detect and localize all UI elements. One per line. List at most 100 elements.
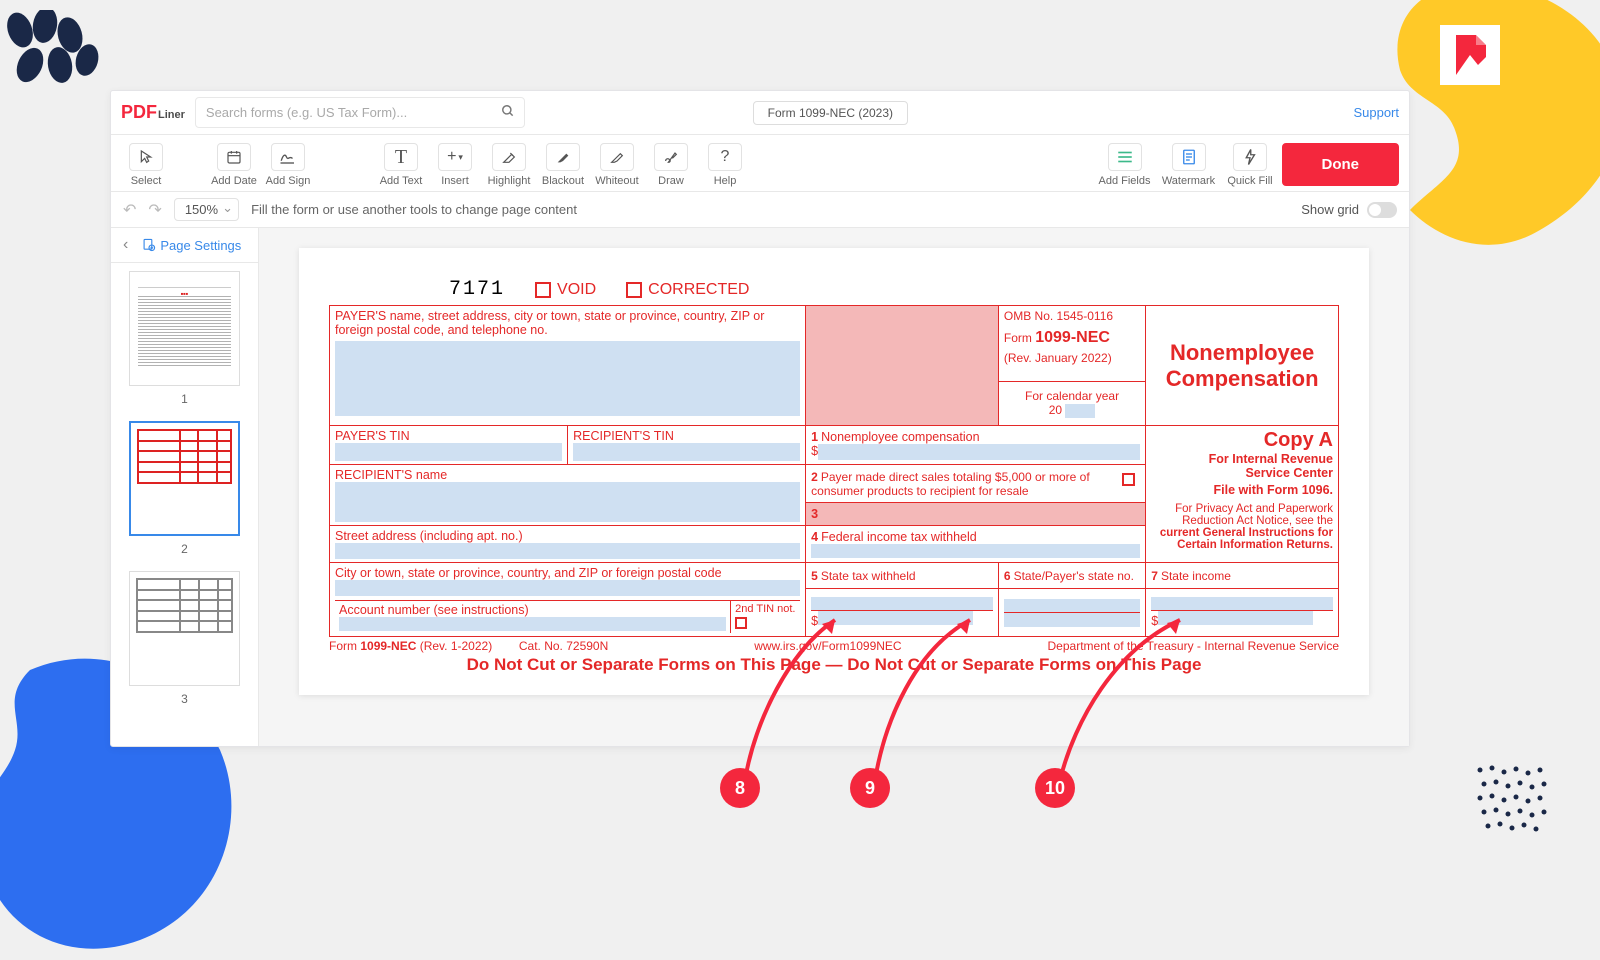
payer-tin-cell: PAYER'S TIN: [330, 426, 568, 465]
form-code: 7171: [449, 278, 505, 301]
tool-blackout[interactable]: Blackout: [538, 143, 588, 187]
callout-9: 9: [850, 768, 890, 808]
search-icon[interactable]: [501, 104, 515, 121]
tool-highlight[interactable]: Highlight: [484, 143, 534, 187]
page-settings-button[interactable]: Page Settings: [142, 238, 241, 253]
tool-watermark[interactable]: Watermark: [1159, 143, 1219, 187]
corrected-checkbox[interactable]: [626, 282, 642, 298]
page-thumbnail-2[interactable]: [129, 421, 240, 536]
text-icon: T: [384, 143, 418, 171]
thumbnail-list: ■■■ 1 2 3: [111, 263, 258, 746]
show-grid-control: Show grid: [1301, 202, 1397, 218]
tool-draw[interactable]: Draw: [646, 143, 696, 187]
brand-part1: PDF: [121, 102, 157, 123]
fields-icon: [1108, 143, 1142, 171]
tool-add-fields[interactable]: Add Fields: [1095, 143, 1155, 187]
tool-quick-fill[interactable]: Quick Fill: [1223, 143, 1278, 187]
done-button[interactable]: Done: [1282, 143, 1400, 186]
lightning-icon: [1233, 143, 1267, 171]
calendar-year-cell: For calendar year 20: [998, 382, 1145, 426]
account-cell: Account number (see instructions): [335, 601, 730, 633]
undo-button[interactable]: ↶: [123, 200, 136, 220]
box7-cell: 7State income: [1146, 563, 1339, 589]
street-cell: Street address (including apt. no.): [330, 526, 806, 563]
support-link[interactable]: Support: [1353, 105, 1399, 120]
corrected-label: CORRECTED: [648, 281, 749, 298]
copy-a-cell: Copy A For Internal Revenue Service Cent…: [1146, 426, 1339, 563]
hint-text: Fill the form or use another tools to ch…: [251, 202, 577, 217]
city-field[interactable]: [335, 580, 800, 596]
whiteout-icon: [600, 143, 634, 171]
watermark-icon: [1172, 143, 1206, 171]
page-settings-icon: [142, 238, 156, 252]
box2-cell: 2Payer made direct sales totaling $5,000…: [806, 465, 1146, 503]
pdf-file-icon: [1440, 25, 1500, 85]
calendar-icon: [217, 143, 251, 171]
annotation-arrow-8: [720, 610, 860, 790]
payer-info-field[interactable]: [335, 341, 800, 416]
highlight-icon: [492, 143, 526, 171]
tool-whiteout[interactable]: Whiteout: [592, 143, 642, 187]
recipient-name-field[interactable]: [335, 482, 800, 522]
signature-icon: [271, 143, 305, 171]
search-wrap: [195, 97, 525, 128]
payer-tin-field[interactable]: [335, 443, 562, 461]
sidebar-header: ‹ Page Settings: [111, 228, 258, 263]
brand-logo[interactable]: PDFLiner: [121, 102, 185, 123]
callout-8: 8: [720, 768, 760, 808]
sub-toolbar: ↶ ↷ 150% Fill the form or use another to…: [111, 192, 1409, 228]
annotation-arrow-9: [860, 610, 990, 790]
header-bar: PDFLiner Form 1099-NEC (2023) Support: [111, 91, 1409, 135]
decor-blob-top-left: [5, 10, 105, 90]
box5-cell: 5State tax withheld: [806, 563, 999, 589]
tool-insert[interactable]: +▾Insert: [430, 143, 480, 187]
box1-field[interactable]: [818, 444, 1140, 460]
box4-cell: 4Federal income tax withheld: [806, 526, 1146, 563]
page-thumbnail-1[interactable]: ■■■: [129, 271, 240, 386]
thumb-label-2: 2: [129, 542, 240, 556]
help-icon: ?: [708, 143, 742, 171]
box3-cell: 3: [806, 503, 1146, 526]
recipient-tin-cell: RECIPIENT'S TIN: [568, 426, 806, 465]
zoom-select[interactable]: 150%: [174, 198, 239, 221]
callout-10: 10: [1035, 768, 1075, 808]
thumb-label-1: 1: [129, 392, 240, 406]
form-title-cell: Nonemployee Compensation: [1146, 306, 1339, 426]
form-table: PAYER'S name, street address, city or to…: [329, 305, 1339, 637]
recipient-tin-field[interactable]: [573, 443, 800, 461]
street-field[interactable]: [335, 543, 800, 559]
box6-cell: 6State/Payer's state no.: [998, 563, 1145, 589]
box2-checkbox[interactable]: [1122, 473, 1135, 486]
main-toolbar: Select Add Date Add Sign TAdd Text +▾Ins…: [111, 135, 1409, 192]
payer-info-cell: PAYER'S name, street address, city or to…: [330, 306, 806, 426]
form-top-row: 7171 VOID CORRECTED: [449, 278, 1339, 301]
box4-field[interactable]: [811, 544, 1140, 558]
show-grid-label: Show grid: [1301, 202, 1359, 217]
brand-part2: Liner: [158, 109, 185, 121]
tool-select[interactable]: Select: [121, 143, 171, 187]
tool-add-text[interactable]: TAdd Text: [376, 143, 426, 187]
blackout-icon: [546, 143, 580, 171]
omb-cell: OMB No. 1545-0116 Form 1099-NEC (Rev. Ja…: [998, 306, 1145, 382]
collapse-sidebar-button[interactable]: ‹: [119, 236, 132, 254]
pink-spacer: [806, 306, 999, 426]
account-field[interactable]: [339, 617, 726, 631]
tool-help[interactable]: ?Help: [700, 143, 750, 187]
cursor-icon: [129, 143, 163, 171]
void-checkbox[interactable]: [535, 282, 551, 298]
tool-add-date[interactable]: Add Date: [209, 143, 259, 187]
void-label: VOID: [557, 281, 596, 298]
box1-cell: 1Nonemployee compensation $: [806, 426, 1146, 465]
tool-add-sign[interactable]: Add Sign: [263, 143, 313, 187]
redo-button[interactable]: ↷: [148, 200, 161, 220]
page-thumbnail-3[interactable]: [129, 571, 240, 686]
draw-icon: [654, 143, 688, 171]
search-input[interactable]: [195, 97, 525, 128]
year-field[interactable]: [1065, 404, 1095, 418]
thumb-label-3: 3: [129, 692, 240, 706]
annotation-arrow-10: [1045, 610, 1195, 790]
document-title-badge: Form 1099-NEC (2023): [753, 101, 908, 125]
show-grid-toggle[interactable]: [1367, 202, 1397, 218]
recipient-name-cell: RECIPIENT'S name: [330, 465, 806, 526]
decor-blob-bottom-right: [1470, 760, 1570, 840]
